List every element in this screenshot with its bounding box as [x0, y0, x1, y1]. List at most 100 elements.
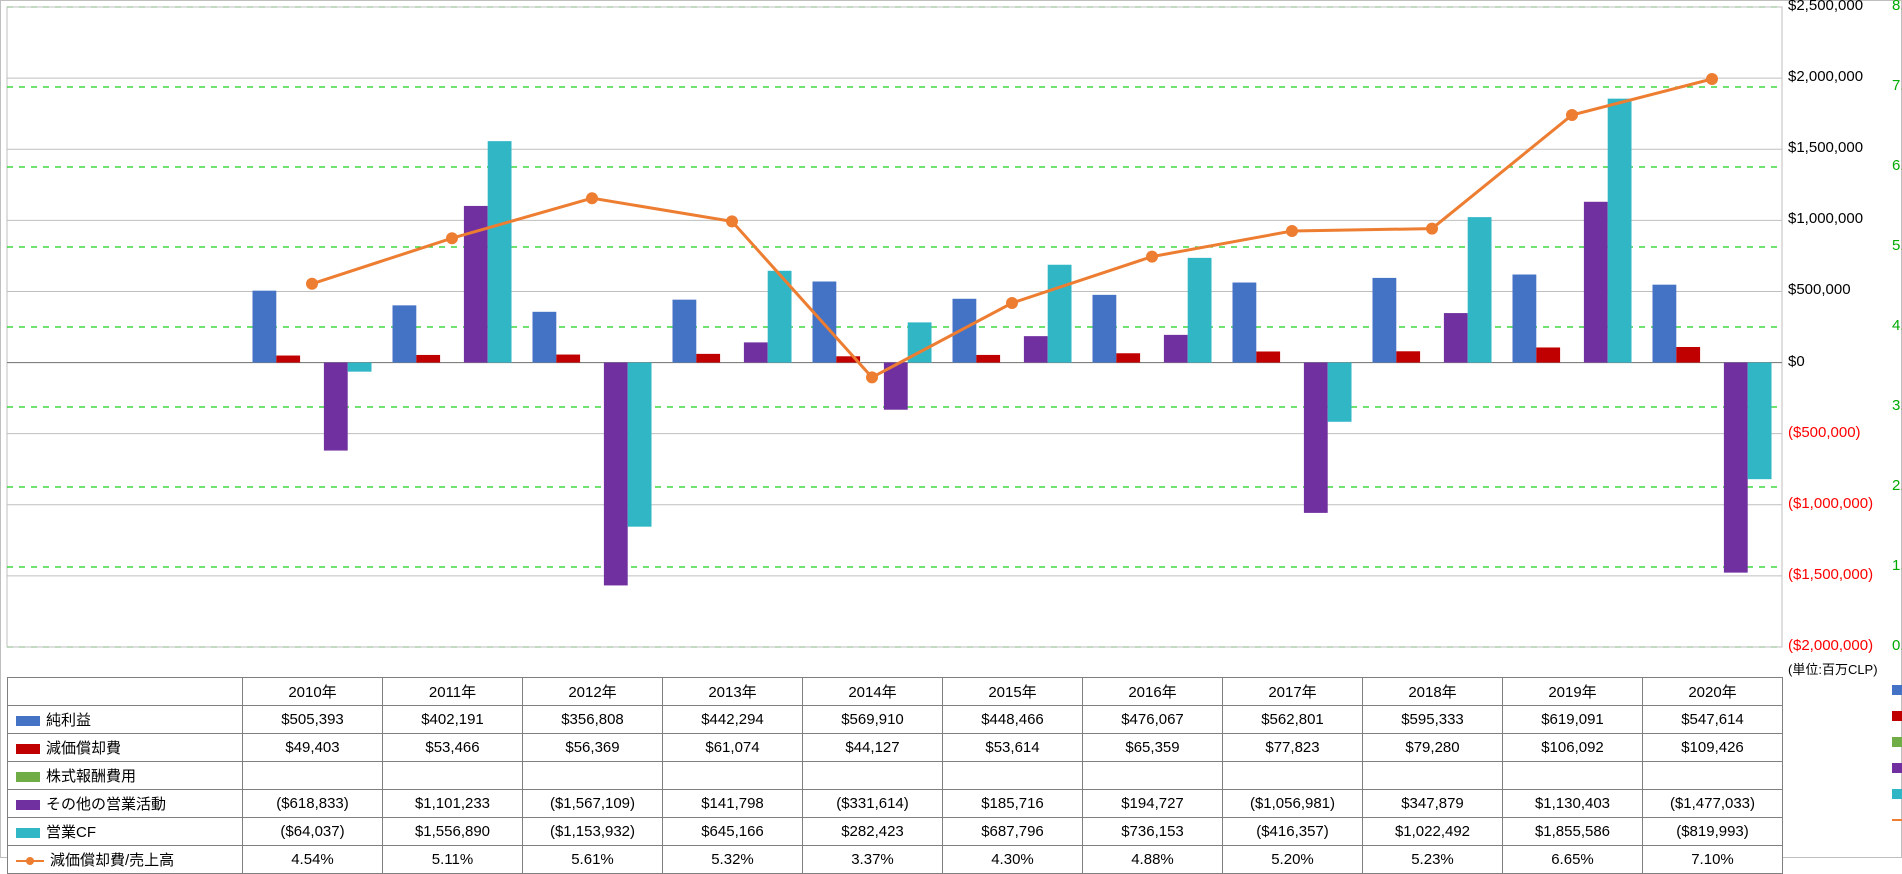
series-label: 営業CF [46, 824, 96, 841]
legend-swatch [1892, 763, 1902, 773]
data-cell: $1,556,890 [383, 818, 523, 846]
depreciation-bar [416, 355, 440, 363]
net_income-bar [1233, 283, 1257, 363]
left-axis-tick-label: $500,000 [1788, 281, 1851, 298]
op_cf-bar [628, 363, 652, 527]
table-row: 株式報酬費用 [8, 762, 1783, 790]
table-row: 減価償却費$49,403$53,466$56,369$61,074$44,127… [8, 734, 1783, 762]
legend-item: その他の営業活動 [1892, 755, 1902, 781]
data-cell [803, 762, 943, 790]
series-row-header: 減価償却費 [8, 734, 243, 762]
right-axis-tick-label: 7.00% [1892, 77, 1902, 94]
legend-swatch [1892, 737, 1902, 747]
op_cf-bar [488, 141, 512, 362]
data-cell: $619,091 [1503, 706, 1643, 734]
data-cell: $595,333 [1363, 706, 1503, 734]
data-cell: $448,466 [943, 706, 1083, 734]
dep_ratio-marker [1566, 109, 1578, 121]
op_cf-bar [1188, 258, 1212, 363]
legend-swatch [16, 828, 40, 838]
chart-container: 2010年2011年2012年2013年2014年2015年2016年2017年… [0, 0, 1902, 858]
depreciation-bar [1396, 351, 1420, 362]
net_income-bar [393, 305, 417, 362]
other_ops-bar [1304, 363, 1328, 513]
depreciation-bar [1536, 347, 1560, 362]
unit-label: (単位:百万CLP) [1788, 659, 1878, 678]
data-cell: 6.65% [1503, 846, 1643, 874]
series-row-header: 減価償却費/売上高 [8, 846, 243, 874]
right-axis-tick-label: 2.00% [1892, 477, 1902, 494]
dep_ratio-line [312, 79, 1712, 377]
data-cell: ($819,993) [1643, 818, 1783, 846]
data-cell: 4.54% [243, 846, 383, 874]
right-axis-tick-label: 1.00% [1892, 557, 1902, 574]
legend-swatch [16, 716, 40, 726]
table-header-row: 2010年2011年2012年2013年2014年2015年2016年2017年… [8, 678, 1783, 706]
table-row: その他の営業活動($618,833)$1,101,233($1,567,109)… [8, 790, 1783, 818]
data-cell [523, 762, 663, 790]
category-header: 2019年 [1503, 678, 1643, 706]
data-cell: 5.61% [523, 846, 663, 874]
data-cell: $1,130,403 [1503, 790, 1643, 818]
data-cell: $56,369 [523, 734, 663, 762]
right-axis-tick-label: 0.00% [1892, 637, 1902, 654]
net_income-bar [673, 300, 697, 363]
data-table: 2010年2011年2012年2013年2014年2015年2016年2017年… [7, 677, 1783, 874]
data-cell: $194,727 [1083, 790, 1223, 818]
data-cell: ($1,153,932) [523, 818, 663, 846]
data-cell: $687,796 [943, 818, 1083, 846]
dep_ratio-marker [726, 215, 738, 227]
category-header: 2014年 [803, 678, 943, 706]
table-row: 減価償却費/売上高4.54%5.11%5.61%5.32%3.37%4.30%4… [8, 846, 1783, 874]
dep_ratio-marker [306, 278, 318, 290]
data-cell [1223, 762, 1363, 790]
left-axis-tick-label: ($1,500,000) [1788, 566, 1873, 583]
table-corner-cell [8, 678, 243, 706]
table-row: 営業CF ($64,037)$1,556,890($1,153,932)$645,… [8, 818, 1783, 846]
op_cf-bar [348, 363, 372, 372]
category-header: 2020年 [1643, 678, 1783, 706]
other_ops-bar [1164, 335, 1188, 363]
series-row-header: 純利益 [8, 706, 243, 734]
series-label: 減価償却費 [46, 740, 121, 757]
net_income-bar [813, 282, 837, 363]
left-axis-tick-label: $2,000,000 [1788, 68, 1863, 85]
op_cf-bar [1328, 363, 1352, 422]
legend-item: 営業CF [1892, 781, 1902, 807]
data-cell: $356,808 [523, 706, 663, 734]
left-axis-tick-label: $2,500,000 [1788, 0, 1863, 14]
data-cell: $44,127 [803, 734, 943, 762]
left-axis-tick-label: ($500,000) [1788, 424, 1861, 441]
dep_ratio-marker [1426, 223, 1438, 235]
legend-item: 減価償却費 [1892, 703, 1902, 729]
depreciation-bar [276, 356, 300, 363]
dep_ratio-marker [1006, 297, 1018, 309]
legend-swatch [1892, 685, 1902, 695]
data-cell: ($416,357) [1223, 818, 1363, 846]
data-cell: $141,798 [663, 790, 803, 818]
net_income-bar [1093, 295, 1117, 363]
data-cell: $562,801 [1223, 706, 1363, 734]
data-cell: ($1,056,981) [1223, 790, 1363, 818]
data-cell: $282,423 [803, 818, 943, 846]
depreciation-bar [696, 354, 720, 363]
dep_ratio-marker [866, 371, 878, 383]
left-axis-tick-label: ($2,000,000) [1788, 637, 1873, 654]
other_ops-bar [744, 342, 768, 362]
series-row-header: 営業CF [8, 818, 243, 846]
op_cf-bar [1748, 363, 1772, 480]
data-cell: ($64,037) [243, 818, 383, 846]
data-cell: $1,855,586 [1503, 818, 1643, 846]
data-cell: ($1,477,033) [1643, 790, 1783, 818]
data-cell [243, 762, 383, 790]
data-cell: $645,166 [663, 818, 803, 846]
data-cell [383, 762, 523, 790]
depreciation-bar [1256, 351, 1280, 362]
legend-swatch [16, 800, 40, 810]
left-axis-tick-label: $1,000,000 [1788, 210, 1863, 227]
legend-swatch [1892, 815, 1902, 825]
data-cell: 5.23% [1363, 846, 1503, 874]
data-cell: $1,101,233 [383, 790, 523, 818]
data-cell [943, 762, 1083, 790]
other_ops-bar [1584, 202, 1608, 363]
